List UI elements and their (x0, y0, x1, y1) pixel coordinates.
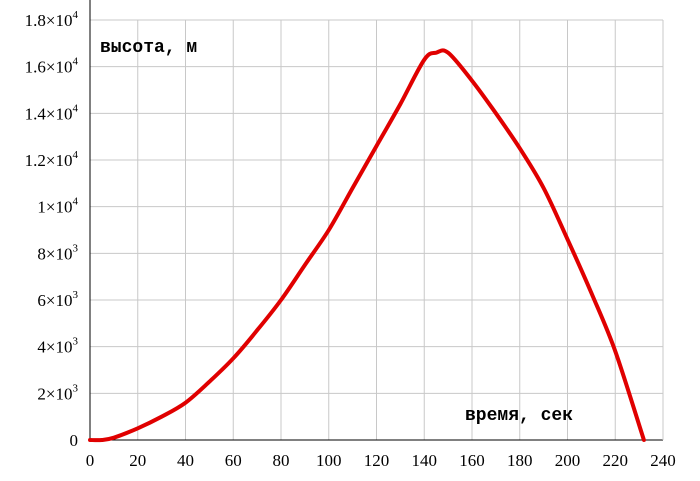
axes (89, 0, 664, 441)
x-tick-label: 60 (225, 451, 242, 470)
y-tick-label: 1.2×104 (25, 149, 79, 170)
x-tick-label: 100 (316, 451, 342, 470)
y-tick-label: 2×103 (37, 382, 78, 403)
x-axis-label: время, сек (465, 406, 573, 426)
y-tick-label: 8×103 (37, 242, 78, 263)
x-tick-label: 140 (412, 451, 438, 470)
y-tick-label: 1×104 (37, 196, 78, 217)
x-tick-label: 0 (86, 451, 95, 470)
x-tick-label: 80 (273, 451, 290, 470)
x-tick-label: 200 (555, 451, 581, 470)
series-line (88, 48, 646, 443)
y-tick-label: 1.4×104 (25, 102, 79, 123)
x-tick-label: 240 (650, 451, 676, 470)
y-tick-label: 4×103 (37, 336, 78, 357)
x-tick-label: 180 (507, 451, 533, 470)
y-tick-label: 0 (70, 431, 79, 450)
grid (90, 19, 664, 440)
y-axis-label: высота, м (100, 38, 197, 58)
y-tick-labels: 0 2×103 4×103 6×103 8×103 1×104 1.2×104 1.4×104… (25, 9, 79, 450)
x-tick-label: 220 (603, 451, 629, 470)
y-tick-label: 1.6×104 (25, 56, 79, 77)
x-tick-label: 120 (364, 451, 390, 470)
x-tick-labels: 0 20 40 60 80 100 120 140 160 180 200 220 240 (86, 451, 676, 470)
x-tick-label: 20 (129, 451, 146, 470)
x-tick-label: 40 (177, 451, 194, 470)
y-tick-label: 1.8×104 (25, 9, 79, 30)
y-tick-label: 6×103 (37, 289, 78, 310)
x-tick-label: 160 (459, 451, 485, 470)
